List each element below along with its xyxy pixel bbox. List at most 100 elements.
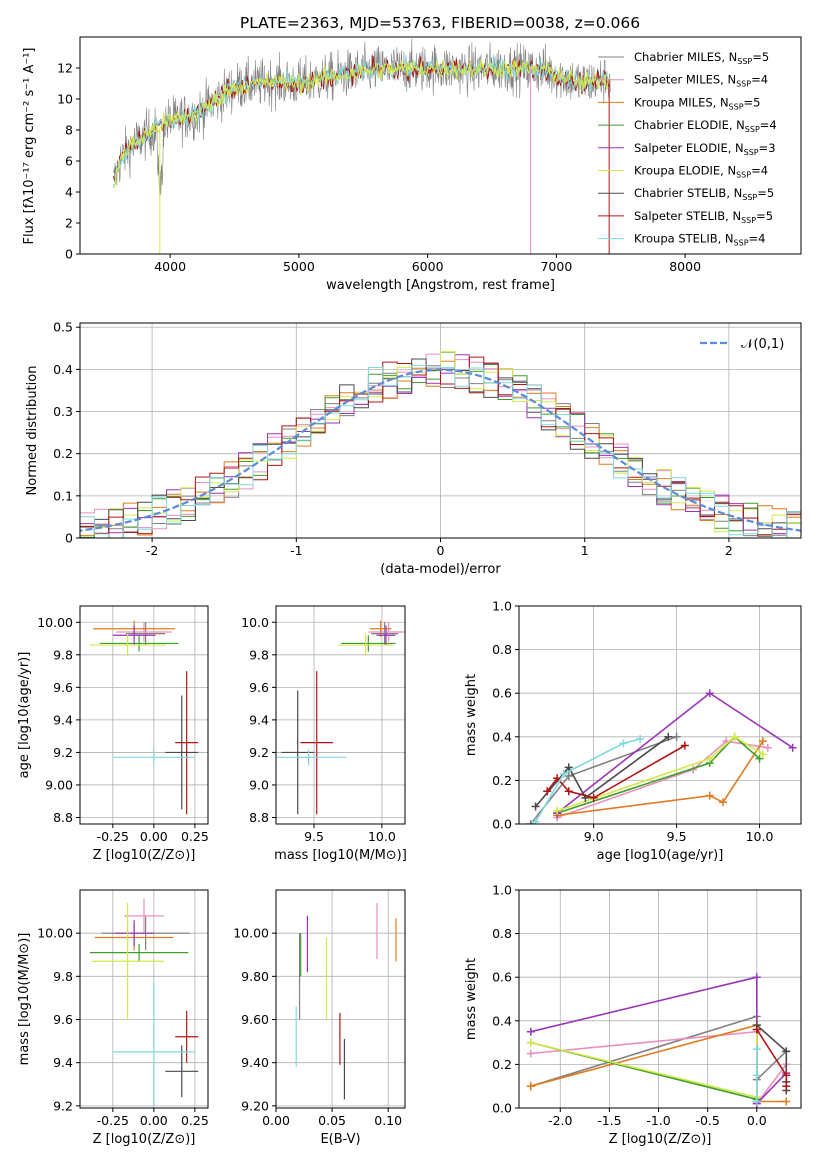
data-point — [782, 1082, 791, 1091]
axes-frame — [275, 889, 406, 1109]
x-axis-label: mass [log10(M/M⊙)] — [274, 848, 407, 863]
y-tick-label: 2 — [65, 216, 73, 231]
plot-area — [89, 620, 199, 815]
panel-mass_vs_Z: -0.25 0.00 0.25 9.2 9.4 9.6 9.8 10.00 Z [log10(Z… — [17, 889, 209, 1147]
y-tick-label: 4 — [65, 185, 73, 200]
spectrum-model-kroupa-elodie — [113, 59, 611, 189]
legend-label: Kroupa STELIB, NSSP=4 — [634, 232, 765, 248]
data-point — [758, 737, 767, 746]
data-point — [758, 750, 767, 759]
x-tick-label: -1.0 — [646, 1113, 670, 1128]
data-point — [526, 820, 535, 824]
x-tick-label: 0.00 — [140, 829, 168, 844]
y-tick-label: 0.1 — [53, 488, 73, 503]
data-point — [752, 1097, 761, 1106]
x-tick-label: 9.5 — [304, 829, 324, 844]
data-point — [526, 1082, 535, 1091]
y-tick-label: 9.4 — [53, 712, 73, 727]
x-axis-label: (data-model)/error — [380, 562, 501, 577]
y-tick-label: 9.2 — [53, 745, 73, 760]
panel-residuals: -2 -1 0 1 2 0 0.1 0.2 0.3 0.4 0.5 (data-model)/erro… — [25, 320, 802, 577]
x-tick-label: 1 — [581, 543, 589, 558]
figure-title: PLATE=2363, MJD=53763, FIBERID=0038, z=0… — [240, 14, 640, 32]
x-tick-label: 5000 — [283, 259, 315, 274]
y-tick-label: 9.0 — [249, 777, 269, 792]
y-tick-label: 0.6 — [492, 970, 512, 985]
y-tick-label: 9.4 — [249, 712, 269, 727]
x-tick-label: -1 — [290, 543, 302, 558]
y-tick-label: 0.0 — [492, 1101, 512, 1116]
y-tick-label: 9.00 — [45, 777, 73, 792]
axes-frame — [79, 605, 209, 825]
y-tick-label: 9.2 — [53, 1098, 73, 1113]
x-tick-label: 0.00 — [262, 1113, 290, 1128]
x-tick-label: -2.0 — [548, 1113, 572, 1128]
legend-label: Salpeter ELODIE, NSSP=3 — [634, 141, 776, 157]
data-point — [782, 1097, 791, 1106]
y-tick-label: 1.0 — [492, 883, 512, 898]
y-tick-label: 0.4 — [492, 1013, 512, 1028]
panel-age_vs_mass: 9.5 10.0 8.8 9.0 9.2 9.4 9.6 9.8 10.0 mass [log10… — [241, 605, 407, 863]
data-point — [705, 791, 714, 800]
plot-area — [526, 689, 797, 824]
histogram-step — [80, 356, 801, 538]
y-tick-label: 9.4 — [53, 1055, 73, 1070]
x-axis-label: Z [log10(Z/Z⊙)] — [93, 1132, 196, 1147]
y-tick-label: 6 — [65, 154, 73, 169]
y-tick-label: 9.60 — [241, 1012, 269, 1027]
y-tick-label: 0.8 — [492, 926, 512, 941]
legend-label: Salpeter STELIB, NSSP=5 — [634, 209, 773, 225]
x-tick-label: -0.25 — [97, 829, 129, 844]
y-axis-label: mass [log10(M/M⊙)] — [17, 933, 32, 1066]
y-tick-label: 8.8 — [249, 810, 269, 825]
normal-curve — [80, 368, 801, 532]
x-axis-label: Z [log10(Z/Z⊙)] — [93, 848, 196, 863]
plot-layer: 4000 5000 6000 7000 8000024681012wavelength … — [17, 36, 802, 1147]
data-point — [788, 743, 797, 752]
y-tick-label: 0.3 — [53, 404, 73, 419]
data-point — [730, 732, 739, 741]
data-point — [755, 754, 764, 763]
y-axis-label: mass weight — [464, 958, 479, 1040]
y-tick-label: 9.6 — [53, 1012, 73, 1027]
axes-frame — [79, 889, 209, 1109]
x-tick-label: 0 — [437, 543, 445, 558]
y-tick-label: 0.0 — [492, 817, 512, 832]
x-tick-label: 0.10 — [374, 1113, 402, 1128]
x-tick-label: 0.00 — [140, 1113, 168, 1128]
panel-spectrum: 4000 5000 6000 7000 8000 0 2 4 6 8 10 12 wavelength … — [22, 36, 802, 293]
axes-frame — [275, 605, 406, 825]
y-tick-label: 9.8 — [53, 969, 73, 984]
data-point — [526, 1027, 535, 1036]
data-point — [543, 787, 552, 796]
legend-label: Salpeter MILES, NSSP=4 — [634, 73, 768, 89]
data-point — [559, 769, 568, 778]
series-line — [556, 735, 764, 812]
plot-area — [113, 38, 611, 254]
y-tick-label: 0 — [65, 531, 73, 546]
axes-frame — [79, 36, 802, 255]
data-point — [782, 1071, 791, 1080]
data-point — [553, 806, 562, 815]
data-point — [531, 817, 540, 824]
y-tick-label: 12 — [57, 61, 73, 76]
x-tick-label: 0.0 — [747, 1113, 767, 1128]
legend-label: Kroupa MILES, NSSP=5 — [634, 95, 760, 111]
data-point — [763, 743, 772, 752]
y-tick-label: 9.8 — [249, 647, 269, 662]
histogram-step — [80, 364, 801, 538]
x-tick-label: 6000 — [412, 259, 444, 274]
y-tick-label: 10 — [57, 92, 73, 107]
panel-mass_vs_ebv: 0.00 0.05 0.10 9.20 9.40 9.60 9.80 10.00 E(B-V) — [233, 889, 406, 1147]
legend-label: Chabrier ELODIE, NSSP=4 — [634, 118, 777, 134]
data-point — [564, 763, 573, 772]
legend-label: Chabrier STELIB, NSSP=5 — [634, 186, 774, 202]
data-point — [553, 774, 562, 783]
data-point — [619, 739, 628, 748]
data-point — [752, 1045, 761, 1054]
data-point — [672, 732, 681, 741]
x-tick-label: 10.0 — [368, 829, 396, 844]
data-point — [526, 1049, 535, 1058]
x-axis-label: age [log10(age/yr)] — [597, 848, 724, 863]
